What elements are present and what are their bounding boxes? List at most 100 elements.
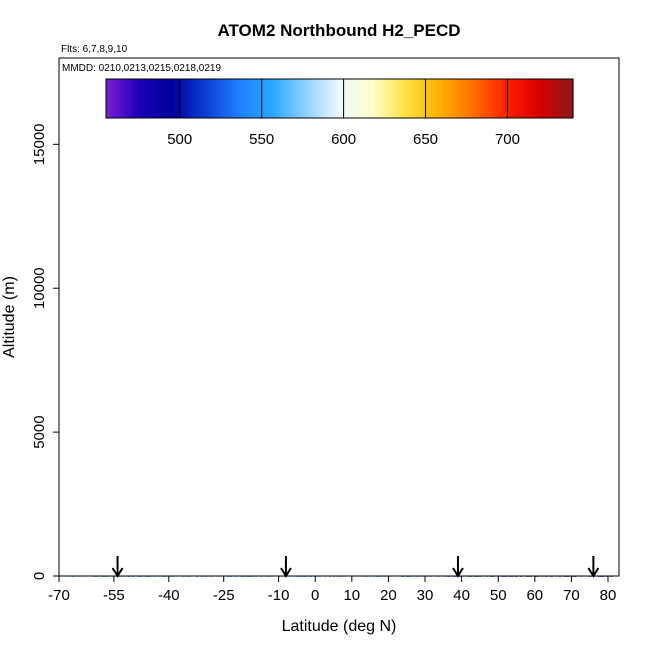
colorbar-swatch [488,79,492,118]
colorbar-swatch [193,79,198,118]
measurement-dot [265,575,268,578]
measurement-dot [294,575,297,578]
x-tick-label: 20 [380,587,397,604]
colorbar-swatch [441,79,446,118]
measurement-dot [320,575,323,578]
y-axis-label: Altitude (m) [1,276,18,358]
colorbar-swatch [479,79,484,118]
measurement-dot [393,575,395,578]
colorbar-swatch [176,79,180,118]
measurement-dot [237,575,240,578]
colorbar-swatch [470,79,475,118]
colorbar-swatch [345,79,349,118]
colorbar-swatch [190,79,195,118]
colorbar-swatch [465,79,469,118]
colorbar-swatch [211,79,215,118]
measurement-dot [174,575,177,578]
colorbar-swatch [152,79,157,118]
measurement-dot [367,576,370,578]
measurement-dot [113,575,116,578]
colorbar-swatch [517,79,522,118]
x-tick-label: 80 [600,587,617,604]
measurement-dot [358,575,360,578]
colorbar-swatch [421,79,425,118]
measurement-dot [553,575,556,578]
measurement-dot [193,575,195,578]
colorbar-swatch [269,79,273,118]
colorbar-swatch [167,79,171,118]
colorbar-swatch [526,79,530,118]
measurement-dot [579,575,582,578]
colorbar-swatch [275,79,279,118]
colorbar-swatch [435,79,440,118]
colorbar-swatch [500,79,504,118]
measurement-dot [596,576,598,578]
measurement-dot [75,575,78,578]
colorbar-swatch [532,79,536,118]
colorbar-swatch [324,79,329,118]
colorbar-swatch [348,79,352,118]
measurement-dot [608,575,610,578]
colorbar-swatch [362,79,367,118]
measurement-dot [331,575,334,578]
measurement-dot [253,576,255,578]
measurement-dot [157,576,159,578]
colorbar-swatch [418,79,422,118]
colorbar-swatch [555,79,560,118]
colorbar-swatch [523,79,527,118]
measurement-dot [89,575,92,578]
colorbar-swatch [351,79,355,118]
colorbar-swatch [126,79,130,118]
colorbar: 500 550 600 650 700 [105,78,574,148]
measurement-dot [274,576,277,578]
measurement-dot [336,575,339,578]
colorbar-swatch [208,79,212,118]
measurement-dot [531,576,534,578]
measurement-dot [280,575,283,578]
measurement-dot [586,575,589,578]
colorbar-swatch [462,79,466,118]
colorbar-swatch [173,79,177,118]
measurement-dot [383,576,385,578]
y-tick-label: 5000 [31,415,48,448]
measurement-dot [483,575,486,578]
measurement-dot [307,576,309,578]
colorbar-swatch [429,79,434,118]
x-tick-label: 60 [526,587,543,604]
colorbar-swatch [321,79,326,118]
colorbar-swatch [129,79,133,118]
measurement-dot [273,575,275,578]
measurement-dot [301,575,303,578]
measurement-dot [342,576,344,578]
measurement-dot [179,575,182,578]
colorbar-swatch [304,79,308,118]
colorbar-swatch [286,79,291,118]
measurement-dot [354,575,356,578]
colorbar-swatch [284,79,288,118]
colorbar-swatch [158,79,163,118]
dates-label: MMDD: 0210,0213,0215,0218,0219 [62,63,221,74]
measurement-dot [437,576,439,578]
colorbar-swatch [339,79,344,118]
colorbar-swatch [336,79,341,118]
measurement-dot [523,575,525,578]
colorbar-swatch [278,79,282,118]
measurement-dot [379,575,382,578]
colorbar-swatch [427,79,431,118]
measurement-dot [442,576,445,578]
colorbar-swatch [266,79,271,118]
colorbar-swatch [354,79,358,118]
colorbar-swatch [155,79,160,118]
measurement-dot [184,575,186,578]
colorbar-swatch [415,79,419,118]
colorbar-swatch [149,79,154,118]
colorbar-swatch [558,79,562,118]
colorbar-swatch [529,79,533,118]
plot-border [58,57,620,577]
measurement-dot [399,575,402,578]
colorbar-swatch [327,79,332,118]
measurement-dot [152,575,154,578]
measurement-dot [214,575,216,578]
colorbar-swatch [178,79,183,118]
